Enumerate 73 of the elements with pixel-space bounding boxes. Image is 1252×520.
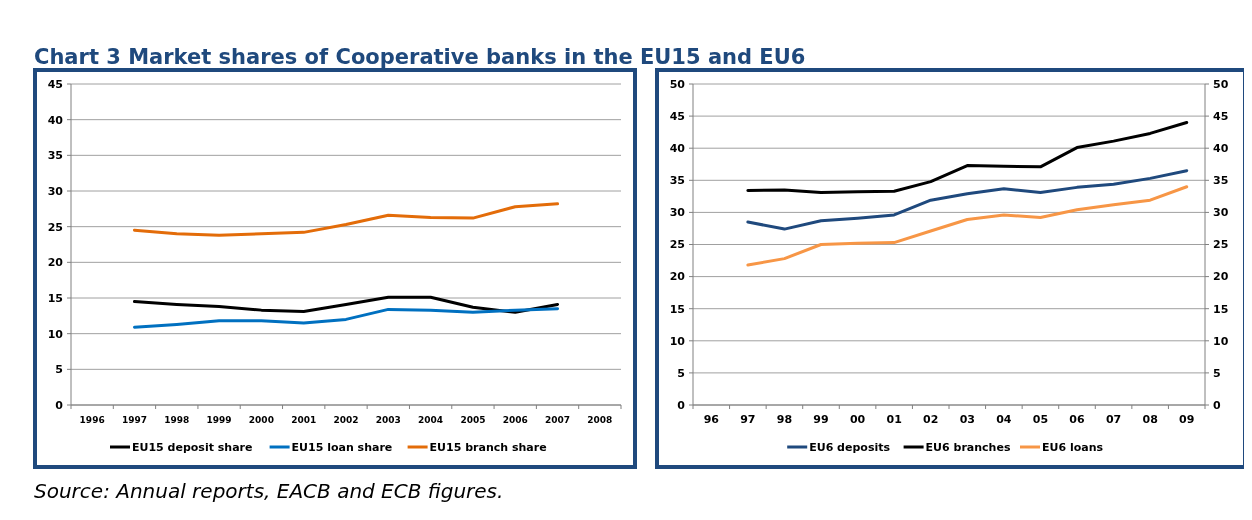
line-series [746,185,1189,267]
x-tick-label: 98 [776,413,793,426]
legend-label: EU6 deposits [809,440,891,454]
x-tick-label: 2002 [333,415,359,425]
y2-tick-label: 45 [1213,109,1229,123]
y2-tick-label: 30 [1213,206,1229,220]
line-series [132,202,560,237]
y-tick-label: 20 [669,270,686,284]
y-tick-label: 35 [47,149,63,163]
y2-tick-label: 40 [1213,142,1229,156]
x-tick-label: 09 [1179,413,1195,426]
y-tick-label: 10 [669,334,686,348]
x-tick-label: 97 [740,413,756,426]
x-tick-label: 08 [1142,413,1158,426]
line-series [746,121,1189,194]
y-tick-label: 20 [47,256,64,270]
x-tick-label: 2000 [248,415,274,425]
y-tick-label: 45 [47,77,63,91]
y2-tick-label: 10 [1213,334,1229,348]
x-tick-label: 2005 [460,415,486,425]
y-tick-label: 40 [669,142,686,156]
x-tick-label: 00 [849,413,866,426]
x-tick-label: 1996 [79,415,105,425]
x-tick-label: 01 [886,413,902,426]
y-tick-label: 25 [47,220,63,234]
x-tick-label: 04 [996,413,1012,426]
legend-label: EU6 loans [1042,440,1104,454]
y-tick-label: 30 [669,206,686,220]
x-tick-label: 05 [1032,413,1049,426]
y-tick-label: 5 [55,363,63,377]
x-tick-label: 2003 [375,415,401,425]
y-tick-label: 30 [47,184,64,198]
y-tick-label: 5 [677,366,685,380]
x-tick-label: 1997 [121,415,147,425]
y-tick-label: 10 [47,327,64,341]
x-tick-label: 1998 [164,415,190,425]
x-tick-label: 2001 [291,415,317,425]
x-tick-label: 2007 [545,415,571,425]
y2-tick-label: 15 [1213,302,1229,316]
line-series [746,169,1189,231]
y2-tick-label: 35 [1213,174,1229,188]
x-tick-label: 99 [813,413,829,426]
y-tick-label: 15 [669,302,685,316]
y-tick-label: 25 [669,238,685,252]
y2-tick-label: 25 [1213,238,1229,252]
y2-tick-label: 50 [1213,77,1229,91]
y-tick-label: 40 [47,113,64,127]
x-tick-label: 1999 [206,415,232,425]
legend-label: EU15 branch share [429,440,547,454]
x-tick-label: 2006 [502,415,528,425]
legend-label: EU15 loan share [291,440,393,454]
x-tick-label: 96 [703,413,720,426]
line-series [132,307,560,329]
x-tick-label: 03 [959,413,975,426]
y-tick-label: 45 [669,109,685,123]
y-tick-label: 0 [55,398,64,412]
y-tick-label: 0 [677,398,686,412]
y2-tick-label: 5 [1213,366,1221,380]
x-tick-label: 06 [1069,413,1085,426]
y-tick-label: 15 [47,291,63,305]
legend-label: EU6 branches [925,440,1011,454]
legend-label: EU15 deposit share [132,440,253,454]
x-tick-label: 02 [923,413,939,426]
chart-title: Chart 3 Market shares of Cooperative banks in the EU15 and EU6 [34,45,806,69]
x-tick-label: 2004 [418,415,444,425]
x-tick-label: 2008 [587,415,613,425]
y-tick-label: 35 [669,174,685,188]
x-tick-label: 07 [1105,413,1122,426]
y2-tick-label: 0 [1213,398,1221,412]
y-tick-label: 50 [669,77,686,91]
y2-tick-label: 20 [1213,270,1229,284]
source-note: Source: Annual reports, EACB and ECB figures. [34,479,504,503]
line-series [132,295,560,314]
